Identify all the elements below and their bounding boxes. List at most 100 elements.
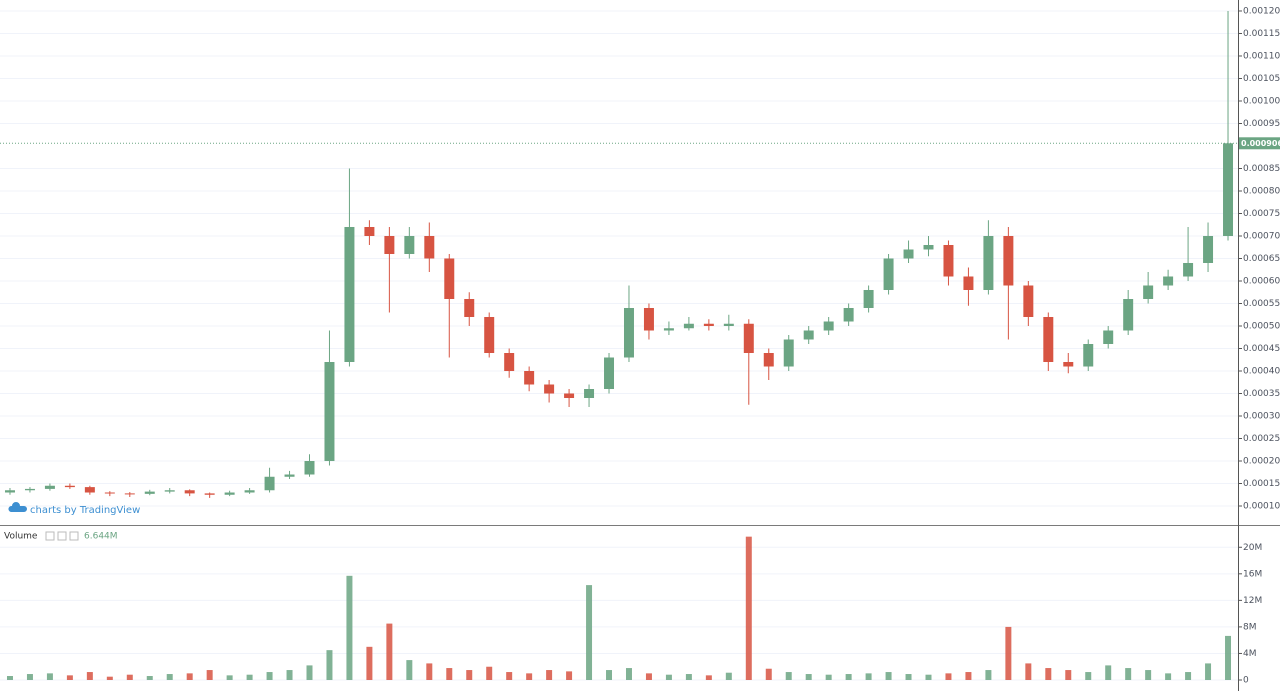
volume-bar xyxy=(406,660,413,680)
watermark: charts by TradingView xyxy=(30,505,140,516)
volume-bar xyxy=(1125,668,1132,680)
volume-bar xyxy=(426,663,433,680)
volume-bar xyxy=(526,673,533,680)
candle-body xyxy=(364,226,375,236)
candle-body xyxy=(264,476,275,491)
candle-body xyxy=(783,339,794,367)
watermark-logo xyxy=(8,502,27,512)
candle-body xyxy=(1063,362,1074,367)
volume-bar xyxy=(126,674,133,680)
candle-body xyxy=(584,389,595,399)
y-tick-label: 8M xyxy=(1243,622,1257,632)
volume-bar xyxy=(1085,672,1092,680)
candle-body xyxy=(723,323,734,326)
candle-body xyxy=(963,276,974,290)
volume-bar xyxy=(1045,668,1052,680)
volume-bar xyxy=(86,672,93,680)
volume-bar xyxy=(566,671,573,680)
volume-bar xyxy=(845,674,852,680)
candle-body xyxy=(643,307,654,331)
candle-body xyxy=(304,461,315,475)
volume-bar xyxy=(26,674,33,680)
candle-body xyxy=(1043,316,1054,363)
volume-bar xyxy=(745,536,752,680)
volume-bar xyxy=(286,670,293,680)
candle-body xyxy=(64,485,75,488)
volume-bar xyxy=(705,675,712,680)
volume-bar xyxy=(1025,663,1032,680)
candle-body xyxy=(164,490,175,492)
volume-bar xyxy=(386,623,393,680)
candle-body xyxy=(404,235,415,254)
candle-body xyxy=(604,357,615,390)
volume-bar xyxy=(865,673,872,680)
candle-body xyxy=(863,289,874,308)
control[interactable] xyxy=(45,531,55,541)
volume-bar xyxy=(146,676,153,680)
candle-body xyxy=(524,371,535,385)
volume-bar xyxy=(366,646,373,680)
volume-bar xyxy=(925,674,932,680)
volume-bar xyxy=(66,675,73,680)
candle-body xyxy=(983,235,994,290)
candle-body xyxy=(1143,285,1154,299)
volume-bar xyxy=(186,673,193,680)
candle-body xyxy=(703,323,714,326)
volume-bar xyxy=(586,585,593,680)
volume-bar xyxy=(1225,635,1232,680)
volume-bar xyxy=(506,672,513,680)
volume-bar xyxy=(625,668,632,680)
y-tick-label: 4M xyxy=(1243,649,1257,659)
candle-body xyxy=(683,323,694,329)
volume-bar xyxy=(965,672,972,680)
volume-bar xyxy=(985,670,992,680)
volume-bar xyxy=(825,674,832,680)
candle-body xyxy=(24,488,35,491)
candle-body xyxy=(384,235,395,254)
volume-bar xyxy=(246,674,253,680)
candle-body xyxy=(923,244,934,250)
volume-bar xyxy=(665,674,672,680)
candle-body xyxy=(564,393,575,399)
candle-body xyxy=(903,249,914,259)
candle-body xyxy=(1103,330,1114,344)
volume-bar xyxy=(725,672,732,680)
candle-body xyxy=(843,307,854,322)
control[interactable] xyxy=(69,531,79,541)
volume-bar xyxy=(106,676,113,680)
candle-body xyxy=(743,323,754,354)
volume-bar xyxy=(346,575,353,680)
candle-body xyxy=(284,474,295,477)
volume-value-label: 6.644M xyxy=(84,532,118,542)
candle-body xyxy=(124,493,135,495)
candle-body xyxy=(424,235,435,259)
volume-bar xyxy=(1105,665,1112,680)
volume-bar xyxy=(905,674,912,680)
y-tick-label: 0 xyxy=(1243,676,1249,686)
candle-body xyxy=(623,307,634,358)
candle-body xyxy=(1163,276,1174,286)
candle-body xyxy=(44,485,55,489)
candle-body xyxy=(763,353,774,367)
candle-body xyxy=(1083,343,1094,367)
candle-body xyxy=(444,258,455,299)
volume-bar xyxy=(306,665,313,680)
volume-bar xyxy=(6,676,13,680)
volume-bar xyxy=(885,672,892,680)
control[interactable] xyxy=(57,531,67,541)
